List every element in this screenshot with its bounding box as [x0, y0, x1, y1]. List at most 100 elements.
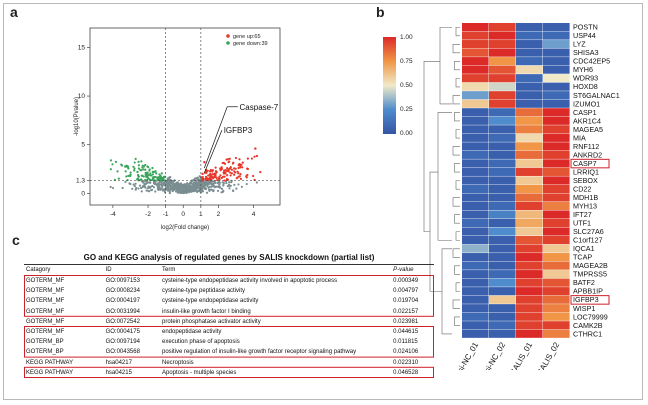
table-row: GOTERM_MF GO:0072542 protein phosphatase a… [24, 317, 434, 327]
volcano-point [168, 191, 171, 195]
volcano-point [183, 184, 186, 187]
table-highlight-box [24, 275, 434, 317]
heatmap-cell [462, 329, 489, 338]
volcano-point [151, 166, 154, 170]
gene-label: WISP1 [573, 304, 595, 313]
table-cell-cat: GOTERM_MF [26, 298, 65, 305]
volcano-point [133, 167, 136, 170]
heatmap-cell [462, 125, 489, 134]
heatmap-cell [489, 23, 516, 32]
volcano-point [146, 165, 149, 168]
heatmap-cell [462, 312, 489, 321]
table-highlight-box [24, 366, 434, 379]
volcano-point [218, 176, 221, 179]
heatmap-cell [516, 184, 543, 193]
legend-label: gene down:39 [233, 41, 268, 47]
heatmap-cell [516, 278, 543, 287]
gene-label: SLC27A6 [573, 227, 604, 236]
volcano-point [111, 186, 115, 190]
heatmap-cell [489, 57, 516, 66]
table-cell-cat: KEGG PATHWAY [26, 359, 74, 366]
colorbar-tick-label: 0.75 [400, 58, 413, 65]
heatmap-cell [516, 91, 543, 100]
dendrogram-branch [452, 299, 460, 309]
volcano-point [254, 147, 257, 150]
heatmap-cell [462, 218, 489, 228]
volcano-point [150, 174, 153, 177]
volcano-point [255, 181, 258, 184]
heatmap-cell [462, 40, 489, 49]
volcano-point [213, 173, 217, 177]
volcano-point [157, 188, 160, 191]
heatmap-cell [543, 167, 570, 176]
volcano-point [142, 165, 146, 168]
volcano-point [223, 169, 226, 172]
heatmap-cell [462, 210, 489, 219]
heatmap-cell [462, 253, 489, 262]
gene-label: IQCA1 [573, 244, 595, 253]
heatmap-cell [516, 99, 543, 108]
volcano-point [189, 181, 192, 184]
volcano-point [109, 168, 112, 171]
gene-label: APBB1IP [573, 287, 603, 296]
volcano-point [229, 174, 232, 177]
table-cell-term: cysteine-type peptidase activity [162, 288, 246, 295]
heatmap-cell [516, 227, 543, 236]
volcano-point [136, 170, 139, 174]
volcano-point [126, 165, 129, 168]
heatmap-cell [516, 167, 543, 176]
volcano-point [152, 186, 156, 189]
heatmap-cell [462, 304, 489, 313]
table-cell-cat: GOTERM_MF [26, 308, 65, 315]
volcano-point [233, 170, 236, 173]
heatmap-cell [462, 193, 489, 202]
gene-label: MDH1B [573, 193, 598, 202]
volcano-point [120, 164, 124, 167]
volcano-point [255, 154, 258, 158]
gene-highlight-box [570, 295, 610, 305]
heatmap-cell [462, 142, 489, 151]
volcano-point [157, 185, 160, 188]
heatmap-cell [489, 244, 516, 253]
volcano-point [178, 185, 181, 188]
volcano-point [215, 170, 218, 174]
volcano-point [237, 166, 240, 170]
volcano-point [193, 177, 196, 181]
volcano-point [175, 188, 178, 191]
volcano-point [132, 165, 135, 168]
table-row: GOTERM_MF GO:0004175 endopeptidase activit… [24, 327, 434, 337]
heatmap-cell [543, 159, 570, 168]
heatmap-cell [489, 159, 516, 168]
volcano-point [237, 183, 240, 186]
header-id: ID [103, 264, 160, 276]
dendrogram-branch [455, 26, 460, 37]
volcano-point [236, 176, 239, 179]
gene-label: IGFBP3 [573, 295, 599, 304]
y-tick-label: 10 [78, 93, 86, 100]
heatmap-cell [462, 227, 489, 236]
heatmap-cell [489, 116, 516, 125]
volcano-point [211, 189, 214, 192]
volcano-point [121, 186, 124, 190]
dendrogram-branch [439, 26, 452, 105]
gene-label: CD22 [573, 184, 591, 193]
table-cell-p: 0.000349 [393, 278, 419, 284]
heatmap-cell [516, 133, 543, 142]
table-cell-cat: GOTERM_MF [26, 288, 65, 295]
heatmap-cell [516, 65, 543, 74]
colorbar-tick-label: 0.50 [400, 82, 413, 89]
heatmap-cell [543, 312, 570, 321]
volcano-point [222, 175, 225, 178]
heatmap-cell [489, 184, 516, 193]
volcano-point [220, 187, 224, 190]
heatmap-cell [462, 23, 489, 32]
volcano-point [222, 181, 225, 185]
heatmap-cell [516, 48, 543, 57]
volcano-point [245, 175, 248, 178]
table-cell-id: GO:0097153 [105, 278, 140, 284]
volcano-point [239, 177, 242, 180]
heatmap-cell [543, 176, 570, 185]
heatmap-cell [516, 287, 543, 296]
volcano-point [232, 173, 236, 176]
volcano-point [180, 191, 183, 194]
